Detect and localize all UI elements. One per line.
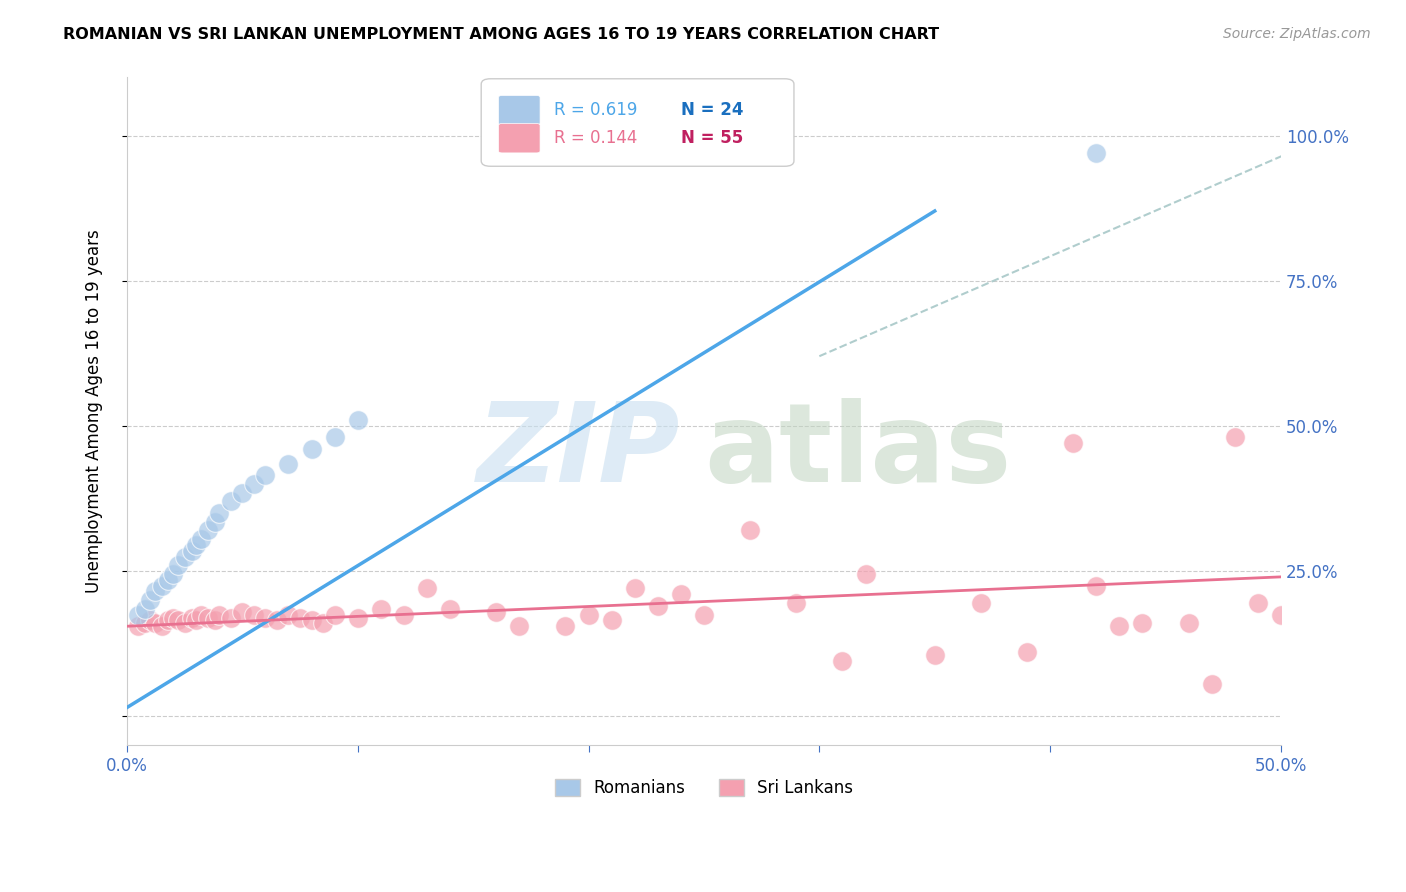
Point xyxy=(370,602,392,616)
Point xyxy=(1201,677,1223,691)
Point xyxy=(485,605,508,619)
Point xyxy=(190,532,212,546)
Point xyxy=(134,602,156,616)
Point xyxy=(243,477,266,491)
Legend: Romanians, Sri Lankans: Romanians, Sri Lankans xyxy=(548,772,859,804)
Point xyxy=(924,648,946,663)
Point xyxy=(346,413,368,427)
Point xyxy=(288,610,311,624)
Point xyxy=(186,538,208,552)
Point xyxy=(134,616,156,631)
Point xyxy=(785,596,807,610)
Point xyxy=(204,614,226,628)
Point xyxy=(855,566,877,581)
Point xyxy=(301,614,323,628)
Point xyxy=(416,582,439,596)
Point xyxy=(312,616,335,631)
Point xyxy=(143,616,166,631)
Point xyxy=(392,607,415,622)
Y-axis label: Unemployment Among Ages 16 to 19 years: Unemployment Among Ages 16 to 19 years xyxy=(86,229,103,593)
Point xyxy=(186,614,208,628)
Text: atlas: atlas xyxy=(704,398,1011,505)
Point xyxy=(231,485,253,500)
Point xyxy=(277,607,299,622)
Point xyxy=(208,607,231,622)
Text: Source: ZipAtlas.com: Source: ZipAtlas.com xyxy=(1223,27,1371,41)
Point xyxy=(693,607,716,622)
Point xyxy=(197,610,219,624)
Point xyxy=(1108,619,1130,633)
Point xyxy=(1247,596,1270,610)
Point xyxy=(623,582,645,596)
FancyBboxPatch shape xyxy=(499,123,540,153)
Point xyxy=(1062,436,1084,450)
Point xyxy=(323,430,346,444)
Text: ROMANIAN VS SRI LANKAN UNEMPLOYMENT AMONG AGES 16 TO 19 YEARS CORRELATION CHART: ROMANIAN VS SRI LANKAN UNEMPLOYMENT AMON… xyxy=(63,27,939,42)
Point xyxy=(157,614,180,628)
Text: R = 0.619: R = 0.619 xyxy=(554,101,637,120)
Point xyxy=(669,587,692,601)
Point xyxy=(266,614,288,628)
Point xyxy=(162,566,184,581)
Point xyxy=(1177,616,1199,631)
Point xyxy=(323,607,346,622)
Point xyxy=(219,610,242,624)
Point xyxy=(127,619,149,633)
Point xyxy=(166,558,188,573)
Point xyxy=(346,610,368,624)
Text: R = 0.144: R = 0.144 xyxy=(554,129,637,147)
Point xyxy=(139,593,162,607)
Point xyxy=(162,610,184,624)
Point xyxy=(831,654,853,668)
Point xyxy=(180,610,202,624)
Point xyxy=(970,596,993,610)
Point xyxy=(231,605,253,619)
FancyBboxPatch shape xyxy=(481,78,794,166)
Point xyxy=(150,578,173,592)
Point xyxy=(254,610,277,624)
Point xyxy=(173,549,195,564)
Text: N = 24: N = 24 xyxy=(681,101,744,120)
Point xyxy=(139,614,162,628)
Point xyxy=(208,506,231,520)
Point xyxy=(243,607,266,622)
Point xyxy=(439,602,461,616)
Point xyxy=(554,619,576,633)
Point xyxy=(173,616,195,631)
Point xyxy=(197,524,219,538)
Point xyxy=(277,457,299,471)
Point xyxy=(180,543,202,558)
Point xyxy=(254,468,277,483)
Point xyxy=(166,614,188,628)
Point xyxy=(600,614,623,628)
Point xyxy=(204,515,226,529)
Point xyxy=(738,524,761,538)
Point xyxy=(1223,430,1246,444)
Point xyxy=(1015,645,1038,659)
Point xyxy=(1132,616,1154,631)
Point xyxy=(157,573,180,587)
Point xyxy=(143,584,166,599)
Point xyxy=(190,607,212,622)
Point xyxy=(219,494,242,508)
Point xyxy=(150,619,173,633)
Point xyxy=(647,599,669,613)
Point xyxy=(1270,607,1292,622)
Point xyxy=(578,607,600,622)
Point xyxy=(301,442,323,456)
Point xyxy=(1085,578,1108,592)
Point xyxy=(1085,145,1108,160)
Point xyxy=(508,619,530,633)
Point xyxy=(127,607,149,622)
Text: N = 55: N = 55 xyxy=(681,129,744,147)
FancyBboxPatch shape xyxy=(499,95,540,125)
Text: ZIP: ZIP xyxy=(478,398,681,505)
